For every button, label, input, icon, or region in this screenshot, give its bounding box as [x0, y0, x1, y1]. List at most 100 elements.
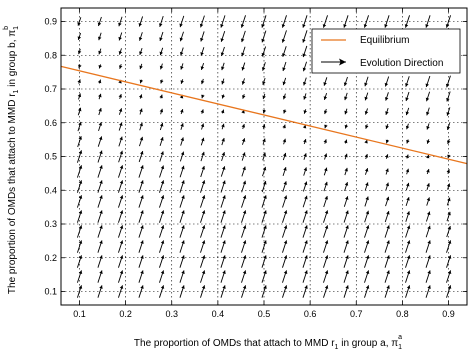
evolution-arrow — [344, 92, 348, 101]
evolution-arrow — [200, 151, 205, 162]
evolution-arrow — [363, 15, 369, 28]
evolution-arrow — [445, 75, 451, 88]
evolution-arrow — [302, 270, 308, 283]
evolution-arrow — [139, 79, 144, 84]
evolution-arrow — [179, 285, 185, 298]
evolution-arrow — [179, 165, 185, 178]
evolution-arrow — [77, 135, 82, 148]
evolution-arrow — [364, 92, 369, 101]
evolution-arrow — [302, 225, 308, 238]
evolution-arrow — [446, 123, 451, 130]
evolution-arrow — [138, 180, 144, 193]
evolution-arrow — [447, 154, 451, 159]
evolution-arrow — [220, 46, 225, 57]
evolution-arrow — [138, 150, 144, 163]
legend-equilibrium-label: Equilibrium — [360, 35, 409, 46]
y-axis-label-pi-sup: b — [3, 26, 10, 30]
evolution-arrow — [159, 180, 165, 193]
evolution-arrow — [262, 109, 267, 114]
evolution-arrow — [364, 153, 369, 160]
evolution-arrow — [385, 108, 389, 116]
evolution-arrow — [77, 225, 83, 238]
evolution-arrow — [405, 211, 410, 222]
evolution-arrow — [241, 225, 247, 238]
evolution-arrow — [364, 240, 370, 253]
evolution-arrow — [159, 31, 164, 42]
evolution-arrow — [241, 255, 247, 268]
evolution-arrow — [303, 77, 307, 86]
evolution-arrow — [323, 285, 329, 298]
evolution-arrow — [446, 285, 452, 298]
evolution-arrow — [180, 108, 184, 115]
evolution-arrow — [220, 180, 226, 193]
evolution-arrow — [282, 285, 288, 298]
evolution-arrow — [179, 195, 185, 208]
y-tick-label: 0.6 — [44, 118, 57, 128]
evolution-arrow — [138, 240, 144, 253]
evolution-arrow — [220, 109, 225, 114]
evolution-arrow — [138, 225, 144, 238]
evolution-arrow — [384, 285, 390, 298]
evolution-arrow — [261, 62, 266, 71]
evolution-arrow — [159, 63, 164, 70]
evolution-arrow — [303, 138, 307, 145]
evolution-arrow — [159, 122, 164, 131]
evolution-arrow — [200, 180, 206, 193]
evolution-arrow — [180, 123, 184, 130]
evolution-arrow — [324, 124, 328, 129]
evolution-arrow — [405, 225, 411, 238]
evolution-arrow — [77, 165, 83, 178]
evolution-arrow — [384, 225, 390, 238]
evolution-arrow — [282, 255, 288, 268]
evolution-arrow — [97, 255, 103, 268]
legend-arrow-swatch — [321, 58, 346, 66]
evolution-arrow — [159, 165, 165, 178]
evolution-arrow — [179, 225, 185, 238]
evolution-arrow — [344, 167, 348, 176]
evolution-arrow — [77, 255, 83, 268]
evolution-arrow — [302, 45, 308, 58]
evolution-arrow — [343, 225, 349, 238]
evolution-arrow — [425, 91, 431, 102]
evolution-arrow — [323, 225, 329, 238]
evolution-arrow — [343, 210, 349, 223]
evolution-arrow — [283, 109, 287, 114]
evolution-arrow — [425, 285, 431, 298]
evolution-arrow — [159, 210, 165, 223]
y-axis-label-pi-sub: 1 — [13, 26, 20, 30]
evolution-arrow — [98, 64, 102, 69]
evolution-arrow — [405, 123, 410, 130]
evolution-arrow — [446, 240, 452, 253]
evolution-arrow — [323, 270, 329, 283]
evolution-arrow — [138, 32, 143, 41]
evolution-arrow — [241, 210, 247, 223]
evolution-arrow — [138, 270, 144, 283]
evolution-arrow — [446, 211, 451, 222]
evolution-arrow — [200, 123, 205, 130]
evolution-arrow — [159, 47, 164, 56]
evolution-arrow — [282, 240, 288, 253]
evolution-arrow — [262, 124, 266, 129]
evolution-arrow — [364, 270, 370, 283]
evolution-arrow — [364, 255, 370, 268]
evolution-arrow — [323, 167, 328, 176]
evolution-arrow — [384, 92, 389, 101]
evolution-arrow — [138, 255, 144, 268]
x-axis-label-pi-sup: a — [398, 334, 402, 341]
evolution-arrow — [138, 94, 143, 99]
evolution-arrow — [118, 255, 124, 268]
evolution-arrow — [138, 195, 144, 208]
evolution-arrow — [426, 107, 430, 116]
evolution-arrow — [139, 108, 143, 115]
evolution-arrow — [405, 285, 411, 298]
evolution-arrow — [323, 108, 328, 115]
evolution-arrow — [77, 180, 83, 193]
evolution-arrow — [406, 139, 410, 144]
evolution-arrow — [323, 77, 328, 86]
evolution-arrow — [302, 255, 308, 268]
evolution-arrow — [77, 93, 82, 100]
evolution-arrow — [200, 31, 205, 42]
evolution-arrow — [159, 16, 164, 27]
evolution-arrow — [97, 165, 103, 178]
